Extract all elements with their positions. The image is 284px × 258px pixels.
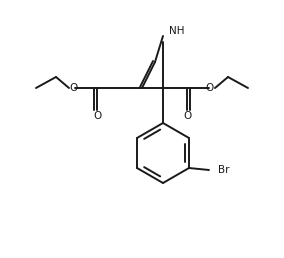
Text: O: O bbox=[206, 83, 214, 93]
Text: O: O bbox=[70, 83, 78, 93]
Text: O: O bbox=[93, 111, 101, 121]
Text: NH: NH bbox=[169, 26, 185, 36]
Text: O: O bbox=[183, 111, 191, 121]
Text: Br: Br bbox=[218, 165, 229, 175]
